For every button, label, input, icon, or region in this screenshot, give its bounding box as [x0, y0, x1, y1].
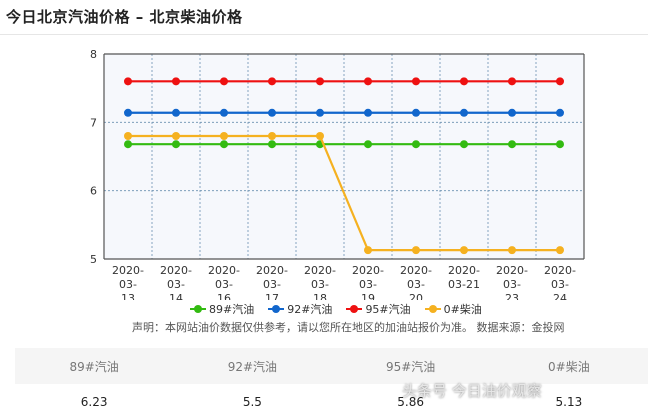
data-point[interactable]: [556, 140, 564, 149]
title-divider: [0, 34, 648, 35]
data-point[interactable]: [268, 77, 276, 86]
data-point[interactable]: [268, 132, 276, 140]
legend-item-92[interactable]: 92#汽油: [268, 301, 332, 317]
price-value-0-diesel: 5.13: [555, 395, 583, 409]
data-point[interactable]: [124, 140, 132, 149]
x-axis-ticks: 2020-03-13 2020-03-14 2020-03-16 2020-03-17…: [112, 264, 576, 300]
chart-legend: 89#汽油 92#汽油 95#汽油 0#柴油: [190, 301, 482, 317]
legend-marker-89: [190, 304, 206, 314]
page-title: 今日北京汽油价格 – 北京柴油价格: [6, 8, 243, 26]
series-2: [124, 108, 564, 117]
data-point[interactable]: [412, 140, 420, 149]
data-point[interactable]: [172, 108, 180, 117]
data-point[interactable]: [508, 140, 516, 149]
legend-item-95[interactable]: 95#汽油: [346, 301, 411, 317]
legend-item-89[interactable]: 89#汽油: [190, 301, 254, 317]
price-value-92: 5.5: [242, 395, 262, 409]
data-point[interactable]: [364, 108, 372, 117]
legend-marker-95: [346, 304, 363, 314]
legend-marker-92: [268, 304, 285, 314]
data-point[interactable]: [412, 108, 420, 117]
x-tick-label: 2020-03-16: [208, 264, 240, 300]
data-point[interactable]: [364, 77, 372, 86]
x-tick-label: 2020-03-23: [496, 264, 528, 300]
x-tick-label: 2020-03-24: [544, 264, 576, 300]
data-point[interactable]: [364, 140, 372, 149]
data-point[interactable]: [268, 140, 276, 149]
data-point[interactable]: [220, 108, 228, 117]
price-header-89: 89#汽油: [69, 359, 119, 374]
x-tick-label: 2020-03-21: [448, 264, 480, 291]
data-point[interactable]: [460, 77, 468, 86]
series-line: [128, 134, 560, 252]
legend-label-92: 92#汽油: [287, 303, 333, 316]
data-point[interactable]: [316, 108, 324, 117]
legend-marker-0-diesel: [424, 304, 441, 314]
data-point[interactable]: [460, 140, 468, 149]
data-point[interactable]: [220, 140, 228, 149]
x-tick-label: 2020-03-20: [400, 264, 432, 300]
data-point[interactable]: [460, 108, 468, 117]
data-point[interactable]: [508, 77, 516, 86]
data-point[interactable]: [316, 132, 324, 140]
data-point[interactable]: [508, 108, 516, 117]
data-point[interactable]: [172, 77, 180, 86]
price-table-header: 89#汽油 92#汽油 95#汽油 0#柴油: [15, 348, 648, 384]
price-header-95: 95#汽油: [385, 359, 436, 374]
y-axis-ticks: 5 6 7 8: [90, 48, 97, 266]
data-point[interactable]: [556, 77, 564, 86]
series-4: [124, 132, 564, 255]
series-1: [124, 140, 564, 149]
x-tick-label: 2020-03-14: [160, 264, 192, 300]
y-tick-label: 7: [90, 116, 97, 129]
data-point[interactable]: [268, 108, 276, 117]
data-point[interactable]: [412, 77, 420, 86]
legend-label-0-diesel: 0#柴油: [443, 303, 482, 316]
disclaimer-text: 声明：本网站油价数据仅供参考，请以您所在地区的加油站报价为准。 数据来源：金投网: [132, 321, 565, 334]
price-table: 89#汽油 92#汽油 95#汽油 0#柴油 6.23 5.5 5.86 5.1…: [15, 348, 648, 420]
data-point[interactable]: [172, 132, 180, 140]
watermark-text: 头条号 今日油价观察: [402, 382, 542, 400]
data-point[interactable]: [220, 77, 228, 86]
price-header-0-diesel: 0#柴油: [548, 359, 590, 374]
legend-item-0-diesel[interactable]: 0#柴油: [424, 301, 482, 317]
x-tick-label: 2020-03-17: [256, 264, 288, 300]
x-tick-label: 2020-03-13: [112, 264, 144, 300]
data-point[interactable]: [460, 246, 468, 255]
series-3: [124, 77, 564, 86]
series-group: [124, 77, 564, 255]
y-tick-label: 8: [90, 48, 97, 61]
data-point[interactable]: [508, 246, 516, 255]
data-point[interactable]: [124, 132, 132, 140]
data-point[interactable]: [364, 246, 372, 255]
plot-area: [104, 54, 584, 259]
legend-label-95: 95#汽油: [365, 303, 411, 316]
data-point[interactable]: [172, 140, 180, 149]
y-tick-label: 6: [90, 185, 97, 198]
data-point[interactable]: [124, 108, 132, 117]
price-value-95: 5.86: [397, 395, 424, 409]
data-point[interactable]: [220, 132, 228, 140]
data-point[interactable]: [412, 246, 420, 255]
y-tick-label: 5: [90, 253, 97, 266]
x-tick-label: 2020-03-19: [352, 264, 384, 300]
data-point[interactable]: [316, 77, 324, 86]
price-header-92: 92#汽油: [227, 359, 278, 374]
price-table-row: 6.23 5.5 5.86 5.13: [15, 384, 648, 420]
data-point[interactable]: [556, 108, 564, 117]
data-point[interactable]: [556, 246, 564, 255]
data-point[interactable]: [124, 77, 132, 86]
price-value-89: 6.23: [80, 395, 108, 409]
legend-label-89: 89#汽油: [209, 303, 255, 316]
x-tick-label: 2020-03-18: [304, 264, 336, 300]
